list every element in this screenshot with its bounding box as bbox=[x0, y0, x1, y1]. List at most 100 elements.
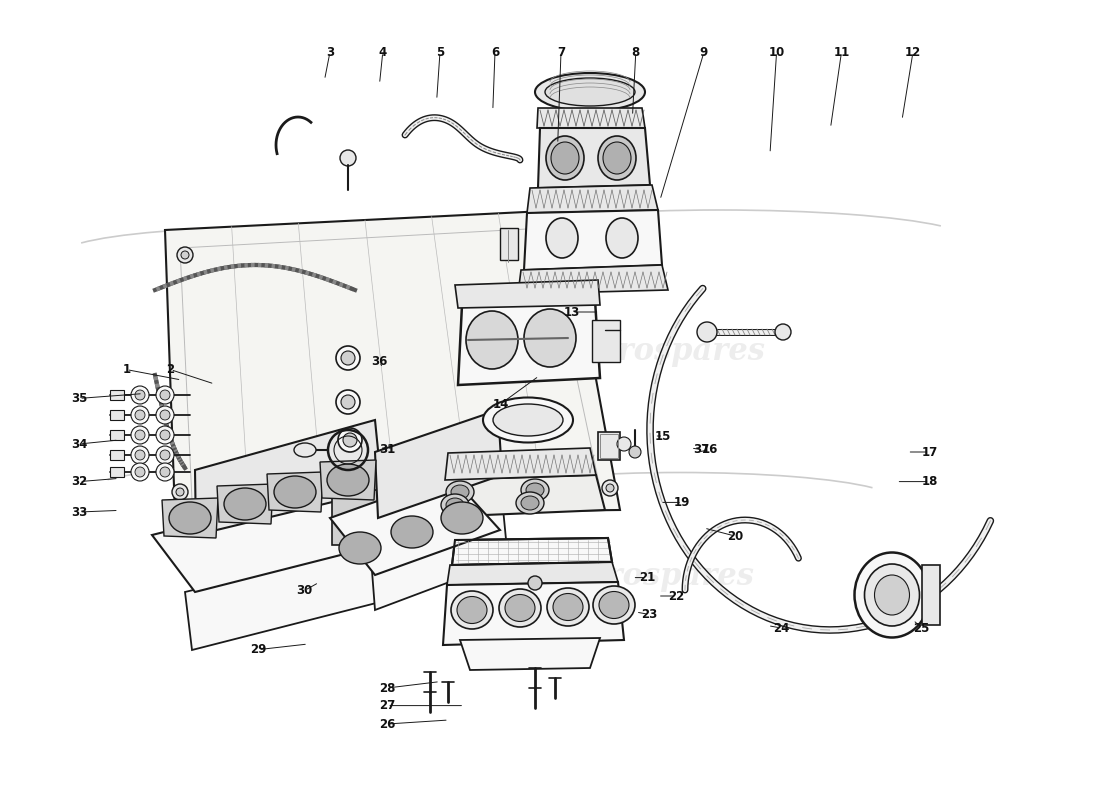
Bar bbox=[598, 432, 620, 460]
Ellipse shape bbox=[546, 136, 584, 180]
Bar bbox=[500, 228, 518, 260]
Ellipse shape bbox=[528, 576, 542, 590]
Polygon shape bbox=[455, 280, 600, 308]
Text: 22: 22 bbox=[669, 590, 684, 602]
Text: 36: 36 bbox=[372, 355, 387, 368]
Text: 12: 12 bbox=[905, 46, 921, 58]
Text: eurospares: eurospares bbox=[191, 497, 381, 527]
Text: 15: 15 bbox=[656, 430, 671, 442]
Ellipse shape bbox=[340, 150, 356, 166]
Text: 28: 28 bbox=[379, 682, 395, 694]
Ellipse shape bbox=[547, 588, 589, 626]
Polygon shape bbox=[217, 484, 273, 524]
Ellipse shape bbox=[593, 586, 635, 624]
Polygon shape bbox=[370, 498, 508, 610]
Ellipse shape bbox=[466, 311, 518, 369]
Bar bbox=[592, 320, 620, 362]
Ellipse shape bbox=[135, 430, 145, 440]
Ellipse shape bbox=[446, 498, 464, 512]
Ellipse shape bbox=[390, 516, 433, 548]
Ellipse shape bbox=[516, 492, 544, 514]
Ellipse shape bbox=[131, 463, 149, 481]
Text: 35: 35 bbox=[72, 392, 87, 405]
Text: 37: 37 bbox=[694, 443, 710, 456]
Bar bbox=[110, 467, 124, 477]
Ellipse shape bbox=[172, 484, 188, 500]
Text: eurospares: eurospares bbox=[565, 561, 755, 591]
Text: 5: 5 bbox=[436, 46, 444, 58]
Text: 33: 33 bbox=[72, 506, 87, 518]
Text: eurospares: eurospares bbox=[191, 289, 381, 319]
Ellipse shape bbox=[456, 597, 487, 623]
Ellipse shape bbox=[131, 386, 149, 404]
Polygon shape bbox=[330, 475, 500, 575]
Text: 13: 13 bbox=[564, 306, 580, 318]
Polygon shape bbox=[162, 498, 218, 538]
Ellipse shape bbox=[338, 428, 362, 452]
Ellipse shape bbox=[526, 483, 544, 497]
Text: 20: 20 bbox=[727, 530, 742, 542]
Polygon shape bbox=[446, 448, 596, 480]
Ellipse shape bbox=[156, 386, 174, 404]
Ellipse shape bbox=[505, 594, 535, 622]
Text: 1: 1 bbox=[122, 363, 131, 376]
Ellipse shape bbox=[135, 410, 145, 420]
Text: 14: 14 bbox=[493, 398, 508, 410]
Ellipse shape bbox=[135, 390, 145, 400]
Ellipse shape bbox=[156, 463, 174, 481]
Text: 2: 2 bbox=[166, 363, 175, 376]
Ellipse shape bbox=[177, 247, 192, 263]
Text: 17: 17 bbox=[922, 446, 937, 458]
Ellipse shape bbox=[131, 426, 149, 444]
Ellipse shape bbox=[603, 142, 631, 174]
Bar bbox=[110, 450, 124, 460]
Text: 10: 10 bbox=[769, 46, 784, 58]
Ellipse shape bbox=[606, 218, 638, 258]
Polygon shape bbox=[443, 582, 624, 645]
Ellipse shape bbox=[874, 575, 910, 615]
Ellipse shape bbox=[544, 78, 635, 106]
Ellipse shape bbox=[341, 395, 355, 409]
Polygon shape bbox=[458, 300, 600, 385]
Text: 23: 23 bbox=[641, 608, 657, 621]
Ellipse shape bbox=[156, 446, 174, 464]
Ellipse shape bbox=[294, 443, 316, 457]
Polygon shape bbox=[524, 210, 662, 270]
Text: 24: 24 bbox=[773, 622, 789, 634]
Ellipse shape bbox=[446, 481, 474, 503]
Text: 7: 7 bbox=[557, 46, 565, 58]
Text: 27: 27 bbox=[379, 699, 395, 712]
Ellipse shape bbox=[551, 142, 579, 174]
Ellipse shape bbox=[339, 532, 381, 564]
Ellipse shape bbox=[156, 426, 174, 444]
Ellipse shape bbox=[160, 450, 170, 460]
Ellipse shape bbox=[521, 496, 539, 510]
Polygon shape bbox=[518, 265, 668, 294]
Ellipse shape bbox=[182, 251, 189, 259]
Ellipse shape bbox=[776, 324, 791, 340]
Bar bbox=[922, 565, 940, 625]
Ellipse shape bbox=[600, 591, 629, 618]
Text: 4: 4 bbox=[378, 46, 387, 58]
Ellipse shape bbox=[336, 346, 360, 370]
Text: 31: 31 bbox=[379, 443, 395, 456]
Polygon shape bbox=[185, 545, 388, 650]
Text: 3: 3 bbox=[326, 46, 334, 58]
Text: 30: 30 bbox=[297, 584, 312, 597]
Text: 16: 16 bbox=[702, 443, 717, 456]
Ellipse shape bbox=[343, 433, 358, 447]
Ellipse shape bbox=[524, 309, 576, 367]
Bar bbox=[110, 410, 124, 420]
Polygon shape bbox=[332, 490, 382, 545]
Polygon shape bbox=[375, 410, 502, 518]
Bar bbox=[110, 430, 124, 440]
Ellipse shape bbox=[160, 390, 170, 400]
Ellipse shape bbox=[160, 430, 170, 440]
Bar bbox=[110, 390, 124, 400]
Polygon shape bbox=[527, 185, 658, 213]
Text: 18: 18 bbox=[922, 475, 937, 488]
Ellipse shape bbox=[521, 479, 549, 501]
Text: 19: 19 bbox=[674, 496, 690, 509]
Ellipse shape bbox=[602, 480, 618, 496]
Polygon shape bbox=[267, 472, 323, 512]
